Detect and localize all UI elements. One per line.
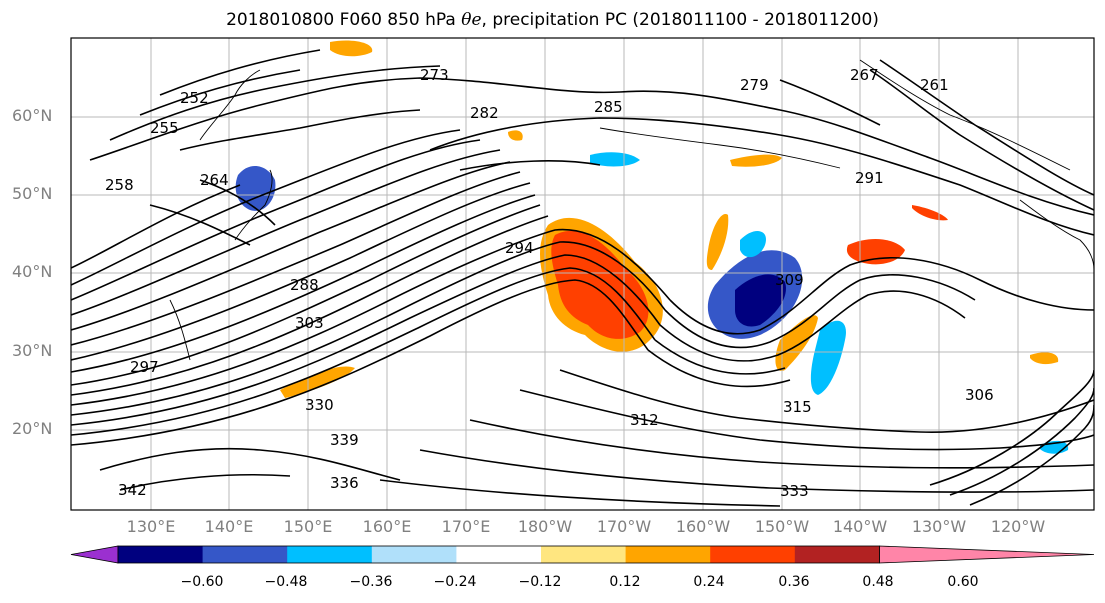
colorbar-tick-label: 0.60 xyxy=(947,574,979,590)
lat-label: 50°N xyxy=(12,184,53,203)
theta-e-contours xyxy=(71,49,1094,507)
contour-label: 261 xyxy=(920,76,949,94)
lon-label: 170°W xyxy=(596,517,652,536)
contour-label: 294 xyxy=(505,239,534,257)
colorbar-segment xyxy=(625,546,711,563)
contour-label: 315 xyxy=(783,398,812,416)
positive-pc-small xyxy=(508,130,523,141)
lon-label: 170°E xyxy=(441,517,491,536)
negative-pc-center-core xyxy=(735,274,786,327)
colorbar-segment xyxy=(541,546,627,563)
contour-label: 258 xyxy=(105,176,134,194)
map-title: 2018010800 F060 850 hPa θe, precipitatio… xyxy=(0,10,1105,30)
colorbar-tick-label: 0.48 xyxy=(862,574,894,590)
map-panel: 285 273 279 267 261 255 252 258 264 282 … xyxy=(71,38,1094,510)
colorbar-segment xyxy=(118,546,204,563)
lon-label: 140°E xyxy=(204,517,254,536)
colorbar-segment xyxy=(202,546,288,563)
contour-label: 264 xyxy=(200,171,229,189)
negative-pc-aleut xyxy=(590,152,640,167)
contour-label: 306 xyxy=(965,386,994,404)
contour-label: 252 xyxy=(180,89,209,107)
colorbar-tick-label: −0.36 xyxy=(349,574,393,590)
colorbar-tick-label: 0.24 xyxy=(693,574,725,590)
lon-label: 160°E xyxy=(362,517,412,536)
contour-label: 309 xyxy=(775,271,804,289)
contour-label: 273 xyxy=(420,66,449,84)
coastlines xyxy=(169,59,1094,361)
lat-label: 20°N xyxy=(12,419,53,438)
lat-label: 60°N xyxy=(12,106,53,125)
title-symbol: θe xyxy=(461,10,482,30)
contour-label: 330 xyxy=(305,396,334,414)
negative-pc-sw xyxy=(810,320,846,395)
pc-shading xyxy=(235,40,1069,454)
lon-label: 180°W xyxy=(517,517,573,536)
colorbar-extend-low xyxy=(70,545,119,564)
contour-label: 288 xyxy=(290,276,319,294)
colorbar xyxy=(70,545,1095,564)
lon-label: 150°E xyxy=(283,517,333,536)
colorbar-tick-label: −0.60 xyxy=(180,574,224,590)
lon-label: 150°W xyxy=(754,517,810,536)
colorbar-outline xyxy=(117,545,880,564)
lat-label: 30°N xyxy=(12,341,53,360)
colorbar-tick-label: −0.12 xyxy=(518,574,562,590)
colorbar-tick-label: −0.24 xyxy=(433,574,477,590)
colorbar-segment xyxy=(794,546,880,563)
colorbar-extend-high xyxy=(879,545,1095,564)
colorbar-segment xyxy=(287,546,373,563)
contour-label: 336 xyxy=(330,474,359,492)
positive-pc-thin xyxy=(706,214,729,270)
lon-label: 160°W xyxy=(675,517,731,536)
colorbar-segment xyxy=(710,546,796,563)
colorbar-tick-label: 0.12 xyxy=(609,574,641,590)
positive-pc-right-edge xyxy=(1030,352,1059,365)
positive-pc-n xyxy=(330,40,373,57)
contour-label: 312 xyxy=(630,411,659,429)
contour-label: 303 xyxy=(295,314,324,332)
contour-label: 342 xyxy=(118,481,147,499)
positive-pc-subtrop xyxy=(280,366,355,398)
colorbar-tick-label: −0.48 xyxy=(264,574,308,590)
contour-label: 285 xyxy=(594,98,623,116)
title-rest: , precipitation PC (2018011100 - 2018011… xyxy=(481,10,879,30)
colorbar-segment xyxy=(456,546,542,563)
contour-label: 333 xyxy=(780,482,809,500)
contour-label: 267 xyxy=(850,66,879,84)
contour-label: 291 xyxy=(855,169,884,187)
lon-label: 120°W xyxy=(990,517,1046,536)
negative-pc-japan xyxy=(235,165,276,211)
colorbar-tick-label: 0.36 xyxy=(778,574,810,590)
contour-label: 279 xyxy=(740,76,769,94)
contour-label: 282 xyxy=(470,104,499,122)
lon-label: 140°W xyxy=(832,517,888,536)
contour-label: 255 xyxy=(150,119,179,137)
positive-pc-sw-strip xyxy=(775,315,818,371)
negative-pc-east-band xyxy=(740,230,766,258)
title-run: 2018010800 F060 850 hPa xyxy=(226,10,456,30)
map-frame xyxy=(70,37,1095,511)
contour-label: 339 xyxy=(330,431,359,449)
contour-label-group: 285 273 279 267 261 255 252 258 264 282 … xyxy=(105,66,994,500)
contour-label: 297 xyxy=(130,358,159,376)
lat-label: 40°N xyxy=(12,262,53,281)
lon-label: 130°E xyxy=(126,517,176,536)
colorbar-segment xyxy=(371,546,457,563)
lon-label: 130°W xyxy=(911,517,967,536)
positive-pc-aleut xyxy=(730,154,782,167)
